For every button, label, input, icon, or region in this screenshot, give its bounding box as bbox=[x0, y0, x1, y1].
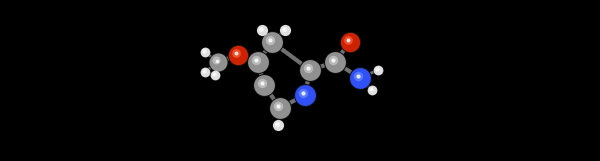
Point bbox=[300, 94, 310, 96]
Point bbox=[280, 29, 290, 31]
Point bbox=[273, 124, 283, 126]
Point bbox=[275, 107, 285, 109]
Point bbox=[200, 71, 210, 73]
Point bbox=[355, 77, 365, 79]
Point bbox=[330, 61, 340, 63]
Point bbox=[212, 59, 221, 62]
Point bbox=[273, 105, 283, 107]
Point bbox=[345, 41, 355, 43]
Point bbox=[343, 39, 353, 41]
Point bbox=[344, 39, 353, 42]
Point bbox=[367, 89, 377, 91]
Point bbox=[304, 67, 313, 70]
Point bbox=[259, 84, 269, 86]
Point bbox=[272, 123, 282, 125]
Point bbox=[257, 29, 267, 31]
Point bbox=[373, 69, 383, 71]
Point bbox=[345, 41, 355, 43]
Point bbox=[211, 59, 221, 62]
Point bbox=[303, 67, 313, 69]
Point bbox=[231, 52, 241, 54]
Point bbox=[353, 75, 362, 77]
Point bbox=[200, 71, 210, 73]
Point bbox=[353, 75, 363, 78]
Point bbox=[232, 52, 241, 55]
Point bbox=[328, 59, 338, 61]
Point bbox=[300, 94, 310, 96]
Point bbox=[373, 69, 383, 71]
Point bbox=[259, 84, 269, 86]
Point bbox=[199, 50, 209, 52]
Point bbox=[257, 82, 266, 84]
Point bbox=[272, 123, 281, 125]
Point bbox=[257, 82, 267, 85]
Point bbox=[273, 124, 283, 126]
Point bbox=[298, 92, 308, 94]
Point bbox=[210, 74, 220, 76]
Point bbox=[265, 39, 275, 41]
Point bbox=[209, 73, 219, 75]
Point bbox=[355, 77, 365, 79]
Point bbox=[251, 59, 261, 62]
Point bbox=[253, 61, 263, 63]
Point bbox=[372, 68, 382, 70]
Point bbox=[267, 41, 277, 43]
Point bbox=[199, 50, 209, 52]
Point bbox=[200, 51, 210, 53]
Point bbox=[366, 88, 376, 90]
Point bbox=[199, 70, 209, 72]
Point bbox=[274, 105, 283, 108]
Point bbox=[199, 70, 209, 72]
Point bbox=[275, 107, 285, 109]
Point bbox=[305, 69, 315, 71]
Point bbox=[233, 54, 243, 56]
Point bbox=[210, 74, 220, 76]
Point bbox=[279, 28, 289, 30]
Point bbox=[267, 41, 277, 43]
Point bbox=[305, 69, 315, 71]
Point bbox=[280, 29, 290, 31]
Point bbox=[253, 61, 263, 63]
Point bbox=[329, 59, 338, 62]
Point bbox=[299, 92, 308, 95]
Point bbox=[367, 88, 376, 90]
Point bbox=[330, 61, 340, 63]
Point bbox=[257, 29, 267, 31]
Point bbox=[213, 61, 223, 63]
Point bbox=[256, 28, 266, 30]
Point bbox=[233, 54, 243, 56]
Point bbox=[280, 28, 289, 30]
Point bbox=[266, 39, 275, 42]
Point bbox=[200, 51, 210, 53]
Point bbox=[209, 73, 219, 76]
Point bbox=[256, 28, 266, 30]
Point bbox=[251, 59, 261, 61]
Point bbox=[373, 68, 382, 71]
Point bbox=[367, 89, 377, 91]
Point bbox=[213, 61, 223, 63]
